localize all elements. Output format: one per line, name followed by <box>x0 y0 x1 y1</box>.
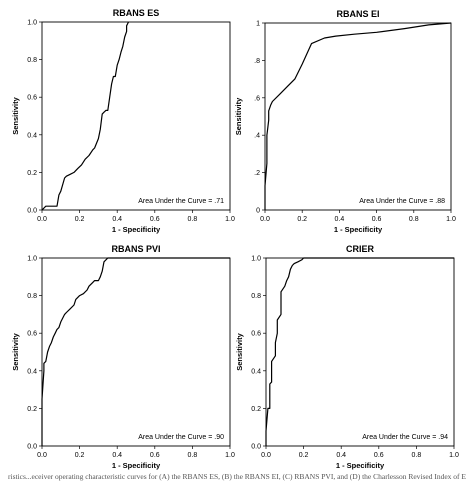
x-tick-label: 0.4 <box>112 216 122 223</box>
plot-frame <box>264 22 452 211</box>
y-tick-label: 0.6 <box>251 331 261 338</box>
x-tick-label: 1.0 <box>446 216 456 223</box>
x-tick-label: 0.6 <box>150 216 160 223</box>
plot-frame <box>41 257 231 447</box>
x-tick-label: 1.0 <box>449 452 459 459</box>
y-tick-label: 1.0 <box>251 256 261 263</box>
roc-chart-rbans-es: 0.00.0 0.2 0.2 0.4 0.4 0.6 0.6 0.8 0.8 1.0 1.0 RBAN… <box>11 8 235 234</box>
x-tick-label: 0.2 <box>299 452 309 459</box>
x-tick-label: 0.2 <box>75 452 85 459</box>
x-axis-label: 1 - Specificity <box>112 461 161 470</box>
x-tick-label: 0.8 <box>409 216 419 223</box>
auc-annotation: Area Under the Curve = .71 <box>138 198 224 205</box>
x-tick-label: 0.6 <box>374 452 384 459</box>
y-tick-label: 1.0 <box>27 20 37 27</box>
x-tick-label: 0.2 <box>297 216 307 223</box>
x-tick-label: 0.8 <box>412 452 422 459</box>
x-axis-label: 1 - Specificity <box>334 225 383 234</box>
roc-chart-rbans-ei: 0.00 0.2 .2 0.4 .4 0.6 .6 0.8 .8 1.0 1 RBANS EI 1 - … <box>234 9 456 234</box>
x-tick-label: 0.8 <box>188 216 198 223</box>
roc-chart-crier: 0.00.0 0.2 0.2 0.4 0.4 0.6 0.6 0.8 0.8 1.0 1.0 CRIE… <box>235 244 459 470</box>
x-tick-label: 0.0 <box>261 452 271 459</box>
y-tick-label: 0 <box>256 208 260 215</box>
y-tick-label: 0.2 <box>27 170 37 177</box>
x-axis-label: 1 - Specificity <box>336 461 385 470</box>
x-tick-label: 0.0 <box>37 216 47 223</box>
y-axis-label: Sensitivity <box>11 332 20 370</box>
y-tick-label: 0.4 <box>27 132 37 139</box>
y-tick-label: .2 <box>254 170 260 177</box>
y-tick-label: 0.8 <box>251 293 261 300</box>
roc-curve-line <box>41 21 130 211</box>
y-tick-label: 0.4 <box>251 368 261 375</box>
auc-annotation: Area Under the Curve = .94 <box>362 434 448 441</box>
roc-curve-line <box>264 22 452 210</box>
y-tick-label: .4 <box>254 133 260 140</box>
x-tick-label: 1.0 <box>225 452 235 459</box>
y-tick-label: .6 <box>254 95 260 102</box>
x-tick-label: 0.2 <box>75 216 85 223</box>
x-tick-label: 0.0 <box>260 216 270 223</box>
auc-annotation: Area Under the Curve = .88 <box>359 198 445 205</box>
y-tick-label: 0.8 <box>27 57 37 64</box>
y-tick-label: 0.0 <box>27 208 37 215</box>
x-tick-label: 0.4 <box>336 452 346 459</box>
chart-title: RBANS PVI <box>111 244 160 254</box>
y-tick-label: 0.4 <box>27 368 37 375</box>
plot-frame <box>41 21 231 211</box>
chart-title: CRIER <box>346 244 375 254</box>
figure-caption: ristics...eceiver operating characterist… <box>7 472 467 481</box>
x-tick-label: 0.4 <box>112 452 122 459</box>
x-tick-label: 0.8 <box>188 452 198 459</box>
y-axis-label: Sensitivity <box>235 332 244 370</box>
y-axis-label: Sensitivity <box>11 96 20 134</box>
roc-curve-line <box>41 257 230 446</box>
y-tick-label: 0.2 <box>251 406 261 413</box>
y-tick-label: 1.0 <box>27 256 37 263</box>
plot-frame <box>265 257 455 447</box>
y-tick-label: 0.6 <box>27 331 37 338</box>
y-tick-label: 0.0 <box>251 444 261 451</box>
x-tick-label: 0.0 <box>37 452 47 459</box>
y-tick-label: .8 <box>254 58 260 65</box>
y-tick-label: 0.8 <box>27 293 37 300</box>
y-tick-label: 0.2 <box>27 406 37 413</box>
x-axis-label: 1 - Specificity <box>112 225 161 234</box>
chart-title: RBANS EI <box>336 9 379 19</box>
auc-annotation: Area Under the Curve = .90 <box>138 434 224 441</box>
y-tick-label: 0.0 <box>27 444 37 451</box>
y-tick-label: 0.6 <box>27 95 37 102</box>
roc-chart-rbans-pvi: 0.00.0 0.2 0.2 0.4 0.4 0.6 0.6 0.8 0.8 1.0 1.0 RBAN… <box>11 244 235 470</box>
chart-title: RBANS ES <box>113 8 160 18</box>
x-tick-label: 0.6 <box>372 216 382 223</box>
y-axis-label: Sensitivity <box>234 97 243 135</box>
x-tick-label: 0.4 <box>335 216 345 223</box>
y-tick-label: 1 <box>256 21 260 28</box>
x-tick-label: 0.6 <box>150 452 160 459</box>
roc-curve-line <box>265 257 454 446</box>
x-tick-label: 1.0 <box>225 216 235 223</box>
